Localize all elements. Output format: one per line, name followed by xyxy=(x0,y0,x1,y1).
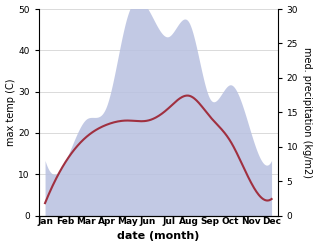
Y-axis label: med. precipitation (kg/m2): med. precipitation (kg/m2) xyxy=(302,47,313,178)
X-axis label: date (month): date (month) xyxy=(117,231,199,242)
Y-axis label: max temp (C): max temp (C) xyxy=(5,79,16,146)
